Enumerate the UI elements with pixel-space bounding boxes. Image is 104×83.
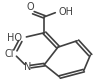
Text: N: N	[24, 62, 31, 72]
Text: HO: HO	[7, 33, 22, 43]
Text: OH: OH	[58, 7, 73, 17]
Text: Cl: Cl	[4, 48, 14, 59]
Text: O: O	[27, 2, 34, 12]
